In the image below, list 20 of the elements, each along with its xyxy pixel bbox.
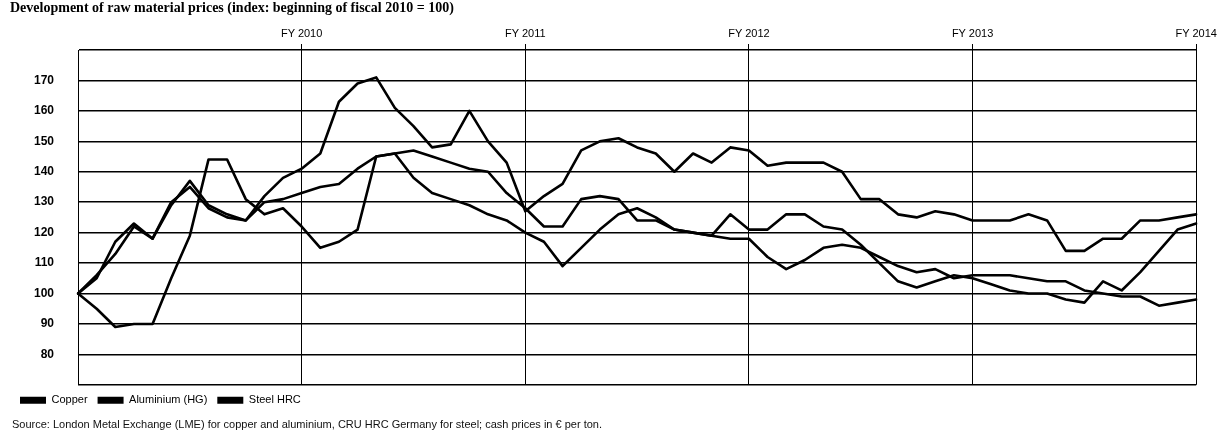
x-tick-label: FY 2014 bbox=[1175, 27, 1217, 40]
y-tick-label: 90 bbox=[40, 316, 55, 331]
y-tick-label: 130 bbox=[33, 194, 55, 209]
x-tick-label: FY 2011 bbox=[505, 27, 546, 40]
y-tick-label: 80 bbox=[40, 346, 55, 361]
y-tick-label: 110 bbox=[34, 255, 55, 270]
x-tick-label: FY 2012 bbox=[728, 27, 770, 40]
y-tick-label: 120 bbox=[33, 224, 55, 239]
x-tick-label: FY 2013 bbox=[951, 27, 994, 40]
source-note: Source: London Metal Exchange (LME) for copper and aluminium, CRU HRC Germany for steel; cash prices in € per ton. bbox=[12, 418, 602, 430]
y-tick-label: 150 bbox=[33, 133, 55, 148]
y-tick-label: 160 bbox=[33, 103, 55, 118]
chart-title: Development of raw material prices (index: beginning of fiscal 2010 = 100) bbox=[10, 0, 455, 17]
legend-label: Aluminium (HG) bbox=[129, 393, 208, 406]
legend-label: Copper bbox=[51, 393, 88, 406]
legend-label: Steel HRC bbox=[248, 393, 301, 406]
y-tick-label: 170 bbox=[33, 72, 55, 87]
y-tick-label: 100 bbox=[33, 285, 55, 300]
y-tick-label: 140 bbox=[33, 164, 55, 179]
x-tick-label: FY 2010 bbox=[280, 27, 323, 40]
